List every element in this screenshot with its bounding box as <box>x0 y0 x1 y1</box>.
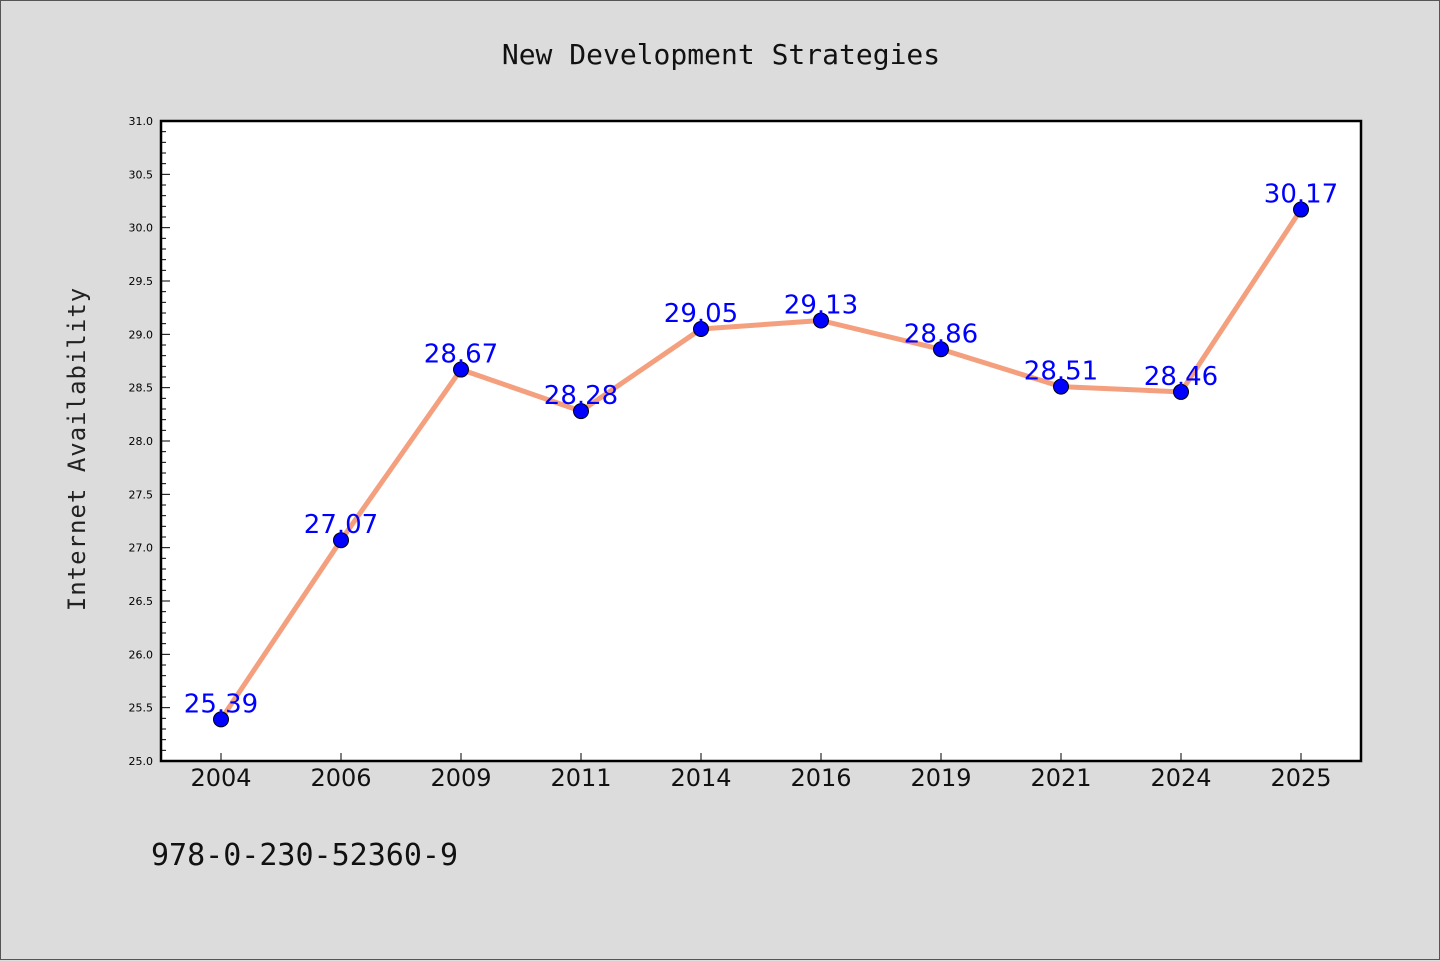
y-tick-label: 25.0 <box>129 755 154 768</box>
data-point <box>813 312 829 329</box>
data-point <box>213 711 229 728</box>
y-tick-label: 29.5 <box>129 275 154 288</box>
data-point <box>333 532 349 549</box>
data-point <box>1293 201 1309 218</box>
x-tick-label: 2016 <box>790 764 851 792</box>
data-labels-group: 25.39 27.07 28.67 28.28 29.05 29.13 28.86 28.51… <box>184 180 1338 720</box>
data-label: 28.51 <box>1024 357 1098 387</box>
y-tick-label: 30.0 <box>129 222 154 235</box>
data-label: 28.67 <box>424 340 498 370</box>
y-tick-label: 28.0 <box>129 435 154 448</box>
x-tick-label: 2011 <box>550 764 611 792</box>
x-tick-label: 2006 <box>310 764 371 792</box>
y-tick-label: 28.5 <box>129 382 154 395</box>
y-tick-label: 30.5 <box>129 168 154 181</box>
x-tick-label: 2009 <box>430 764 491 792</box>
data-label: 29.05 <box>664 299 738 329</box>
x-tick-label: 2019 <box>910 764 971 792</box>
y-tick-label: 26.0 <box>129 648 154 661</box>
footnote-isbn: 978-0-230-52360-9 <box>151 838 458 873</box>
data-point <box>1173 383 1189 400</box>
data-point <box>453 361 469 378</box>
y-axis-ticks: 25.0 25.5 26.0 26.5 27.0 27.5 28.0 28.5 29.0 29.5… <box>129 115 170 768</box>
y-tick-label: 31.0 <box>129 115 154 128</box>
y-tick-label: 27.0 <box>129 542 154 555</box>
chart-title: New Development Strategies <box>502 38 940 71</box>
series-group <box>213 201 1309 728</box>
x-tick-label: 2021 <box>1030 764 1091 792</box>
y-axis-label: Internet Availability <box>63 287 91 611</box>
data-label: 27.07 <box>304 510 378 540</box>
y-tick-label: 29.0 <box>129 328 154 341</box>
data-point <box>693 321 709 337</box>
y-tick-label: 27.5 <box>129 488 154 501</box>
x-tick-label: 2024 <box>1150 764 1211 792</box>
data-label: 29.13 <box>784 290 858 320</box>
data-label: 25.39 <box>184 689 258 719</box>
x-axis-ticks: 2004 2006 2009 2011 2014 2016 2019 2021 2024 2025 <box>190 753 1332 792</box>
data-label: 30.17 <box>1264 180 1338 210</box>
data-point <box>1053 378 1069 395</box>
data-label: 28.86 <box>904 319 978 349</box>
y-tick-label: 25.5 <box>129 702 154 715</box>
data-label: 28.46 <box>1144 362 1218 392</box>
x-tick-label: 2004 <box>190 764 251 792</box>
x-tick-label: 2014 <box>670 764 731 792</box>
x-tick-label: 2025 <box>1270 764 1331 792</box>
data-label: 28.28 <box>544 381 618 411</box>
data-point <box>573 403 589 420</box>
series-line <box>218 207 1304 722</box>
data-point <box>933 341 949 358</box>
plot-area <box>159 119 1363 763</box>
y-tick-label: 26.5 <box>129 595 154 608</box>
